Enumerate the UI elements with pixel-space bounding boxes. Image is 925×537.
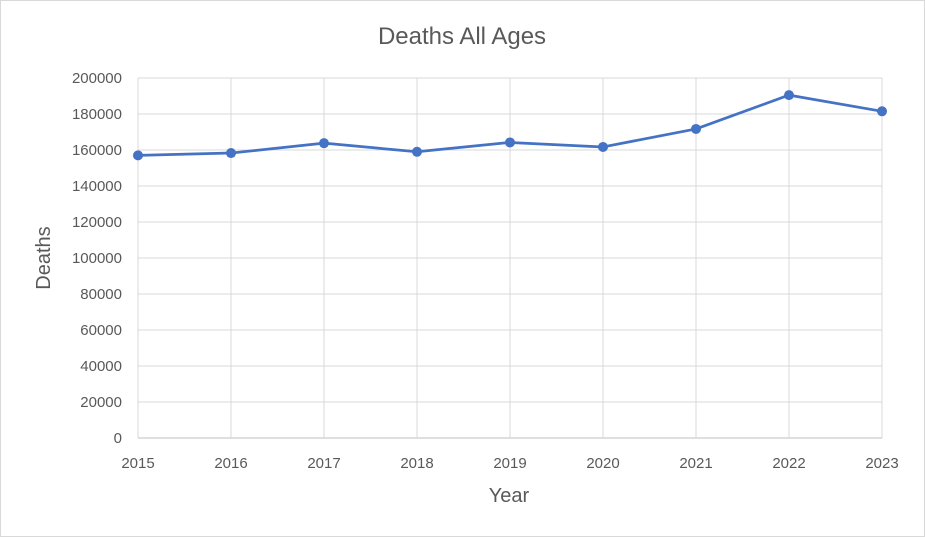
y-tick-label: 180000: [72, 106, 122, 123]
data-point: [784, 90, 794, 101]
x-tick-label: 2020: [586, 455, 619, 472]
y-tick-label: 160000: [72, 142, 122, 159]
data-point: [877, 106, 887, 117]
data-point: [319, 138, 329, 149]
y-tick-label: 200000: [72, 70, 122, 87]
x-tick-label: 2015: [121, 455, 154, 472]
data-point: [226, 148, 236, 159]
y-tick-label: 80000: [80, 286, 122, 303]
x-tick-label: 2022: [772, 455, 805, 472]
series-layer: [133, 90, 887, 161]
y-tick-label: 60000: [80, 322, 122, 339]
x-tick-label: 2018: [400, 455, 433, 472]
y-tick-label: 140000: [72, 178, 122, 195]
data-point: [691, 123, 701, 134]
y-axis-title: Deaths: [33, 226, 55, 289]
data-point: [598, 141, 608, 152]
x-tick-labels: 2015 2016 2017 2018 2019 2020 2021 2022 2023: [121, 455, 898, 472]
x-tick-label: 2023: [865, 455, 898, 472]
y-tick-label: 120000: [72, 214, 122, 231]
y-tick-label: 0: [114, 430, 122, 447]
x-axis-title: Year: [489, 485, 530, 507]
y-tick-label: 20000: [80, 394, 122, 411]
y-tick-label: 100000: [72, 250, 122, 267]
y-tick-label: 40000: [80, 358, 122, 375]
data-point: [412, 146, 422, 157]
x-tick-label: 2021: [679, 455, 712, 472]
data-point: [133, 150, 143, 161]
x-tick-label: 2019: [493, 455, 526, 472]
chart-title: Deaths All Ages: [378, 23, 546, 50]
y-tick-labels: 0 20000 40000 60000 80000 100000 120000 140000 1…: [72, 70, 122, 447]
x-tick-label: 2017: [307, 455, 340, 472]
gridlines: [137, 77, 883, 439]
x-tick-label: 2016: [214, 455, 247, 472]
data-point: [505, 137, 515, 148]
